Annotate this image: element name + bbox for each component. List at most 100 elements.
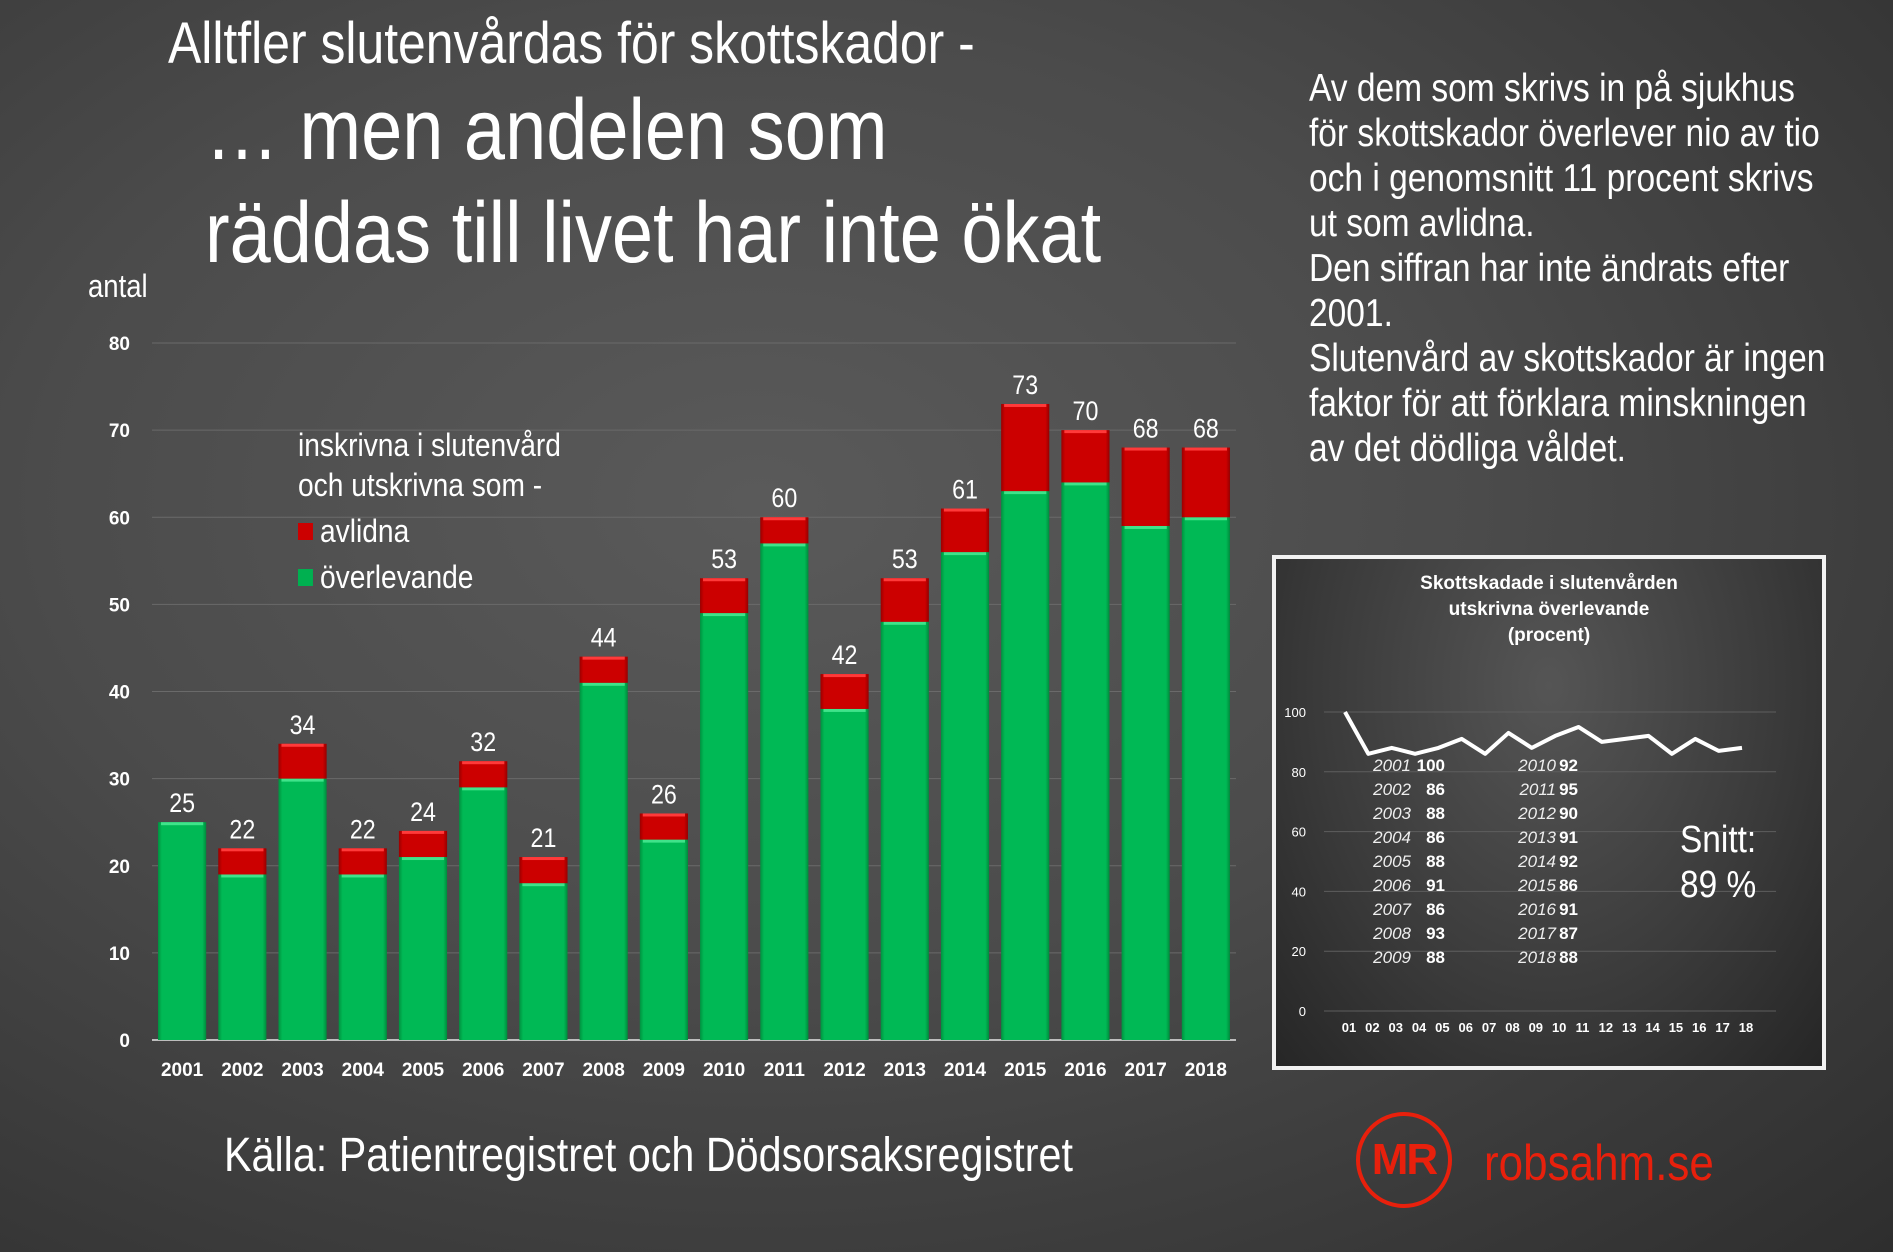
x-tick-label: 2017 [1125,1060,1167,1081]
bar-overlevande-highlight [161,822,204,826]
side-paragraph-2: Den siffran har inte ändrats efter 2001. [1308,247,1790,335]
bar-overlevande [338,874,387,1040]
bar-avlidna [218,848,267,875]
bar-chart: 0 10 20 30 40 50 60 70 80 25 2001 22 2002 34 2003 22 20… [109,334,1236,1081]
bar-overlevande [1001,491,1050,1040]
bar-overlevande-highlight [703,613,746,617]
bar-overlevande [398,857,448,1040]
inset-table-value: 88 [1426,804,1445,823]
inset-table-year: 2009 [1372,948,1411,967]
y-tick-label: 80 [109,334,130,355]
inset-table-value: 86 [1559,876,1578,895]
inset-x-tick-label: 14 [1645,1020,1660,1035]
y-tick-label: 20 [109,857,130,878]
bar-total-label: 42 [832,640,858,670]
bar-overlevande-highlight [221,874,264,878]
inset-table-value: 91 [1559,900,1578,919]
title-line-2: … men andelen som [205,82,888,178]
bar-overlevande [1061,482,1110,1040]
inset-table-year: 2008 [1372,924,1411,943]
bar-overlevande-highlight [281,778,324,782]
inset-x-tick-label: 12 [1599,1020,1613,1035]
bar-avlidna-highlight [341,848,384,852]
inset-x-tick-label: 05 [1435,1020,1449,1035]
inset-x-tick-label: 10 [1552,1020,1566,1035]
x-tick-label: 2014 [944,1060,987,1081]
title-line-3: räddas till livet har inte ökat [205,185,1102,281]
inset-line-chart: Skottskadade i slutenvården utskrivna öv… [1272,555,1826,1070]
bar-avlidna [700,578,749,614]
y-tick-label: 0 [119,1031,130,1052]
inset-y-tick-label: 20 [1292,944,1306,959]
bar-overlevande [639,839,688,1040]
y-axis-label: antal [88,268,148,304]
bar-avlidna-highlight [763,517,806,521]
bar-avlidna-highlight [1004,403,1047,407]
inset-y-tick-label: 40 [1292,884,1306,899]
x-tick-label: 2007 [522,1060,564,1081]
inset-x-tick-label: 02 [1365,1020,1379,1035]
legend-heading-1: inskrivna i slutenvård [298,427,561,463]
inset-x-tick-label: 04 [1412,1020,1427,1035]
bar-total-label: 61 [952,475,978,505]
bar-overlevande-highlight [1184,517,1227,521]
bar-avlidna-highlight [462,761,505,765]
average-label: Snitt: [1680,818,1756,860]
x-tick-label: 2010 [703,1060,745,1081]
inset-table-value: 91 [1559,828,1578,847]
bar-avlidna-highlight [1124,447,1167,451]
bar-total-label: 22 [350,815,376,845]
inset-table-year: 2006 [1372,876,1411,895]
inset-table-value: 91 [1426,876,1445,895]
x-tick-label: 2006 [462,1060,504,1081]
side-text: Av dem som skrivs in på sjukhus för skot… [1278,66,1837,471]
mr-logo: MR [1356,1112,1452,1208]
bar-total-label: 60 [771,484,797,514]
bar-avlidna-highlight [703,578,746,582]
inset-table-year: 2017 [1517,924,1556,943]
bar-avlidna [1001,403,1050,492]
bar-overlevande-highlight [582,682,625,686]
bar-overlevande [519,883,568,1040]
bar-total-label: 21 [531,823,557,853]
bar-overlevande [1181,517,1230,1040]
bar-total-label: 68 [1193,414,1219,444]
inset-table-year: 2003 [1372,804,1411,823]
bar-overlevande [579,682,628,1040]
x-tick-label: 2012 [823,1060,865,1081]
inset-y-tick-label: 80 [1292,765,1306,780]
inset-x-tick-label: 16 [1692,1020,1706,1035]
inset-x-tick-label: 11 [1576,1020,1590,1035]
site-link[interactable]: robsahm.se [1484,1135,1714,1191]
bar-overlevande-highlight [522,883,565,887]
inset-table-year: 2018 [1517,948,1556,967]
legend-heading-2: och utskrivna som - [298,467,543,503]
bar-avlidna [579,656,628,683]
bar-avlidna [820,674,869,709]
inset-x-tick-label: 07 [1482,1020,1496,1035]
bar-overlevande-highlight [401,857,445,861]
inset-x-tick-label: 09 [1529,1020,1543,1035]
x-tick-label: 2003 [281,1060,323,1081]
legend-label-avlidna: avlidna [320,513,410,549]
bar-overlevande-highlight [642,839,685,843]
bar-avlidna [459,761,508,788]
bar-avlidna [278,743,327,779]
x-tick-label: 2011 [764,1060,806,1081]
bar-total-label: 53 [892,545,918,575]
y-tick-label: 40 [109,683,130,704]
y-tick-label: 10 [109,944,130,965]
source-note: Källa: Patientregistret och Dödsorsaksre… [224,1129,1073,1182]
inset-table-year: 2015 [1517,876,1556,895]
inset-x-tick-label: 13 [1622,1020,1636,1035]
bar-total-label: 70 [1073,397,1099,427]
inset-x-tick-label: 03 [1388,1020,1402,1035]
y-tick-label: 70 [109,421,130,442]
inset-table-value: 95 [1559,780,1578,799]
average-value: 89 % [1680,863,1756,905]
bar-avlidna [1181,447,1230,518]
inset-table-year: 2001 [1372,756,1411,775]
inset-table-year: 2014 [1517,852,1556,871]
inset-table-year: 2010 [1517,756,1556,775]
legend: inskrivna i slutenvård och utskrivna som… [298,425,561,597]
